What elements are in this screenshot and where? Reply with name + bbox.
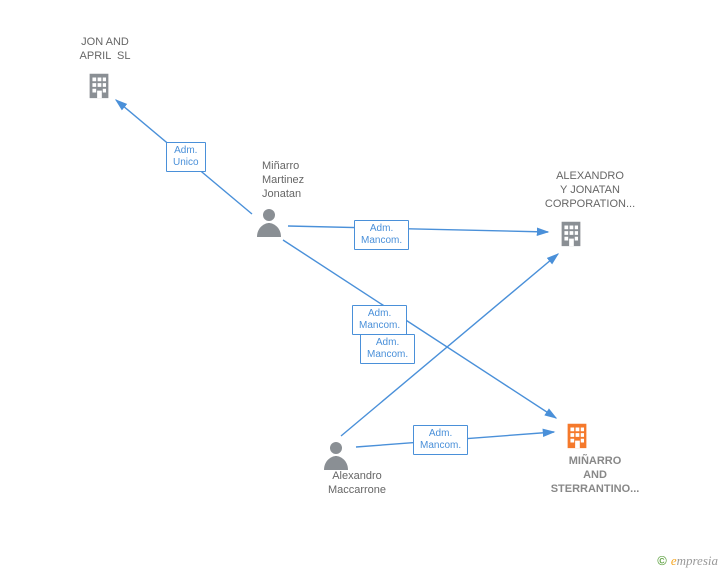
edge-label: Adm. Mancom. xyxy=(352,305,407,335)
edge-line xyxy=(283,240,556,418)
node-label-text: MIÑARRO AND STERRANTINO... xyxy=(551,455,640,495)
node-label-text: ALEXANDRO Y JONATAN CORPORATION... xyxy=(545,170,635,210)
edge-label-text: Adm. Unico xyxy=(173,145,199,168)
copyright-symbol: © xyxy=(657,553,667,568)
node-label-person: Alexandro Maccarrone xyxy=(297,470,417,498)
edge-label: Adm. Unico xyxy=(166,142,206,172)
edge-line xyxy=(288,226,548,232)
edge-label-text: Adm. Mancom. xyxy=(367,337,408,360)
diagram-canvas: Adm. Unico Adm. Mancom. Adm. Mancom. Adm… xyxy=(0,0,728,575)
node-label-company-highlight: MIÑARRO AND STERRANTINO... xyxy=(510,455,680,496)
node-label-company: ALEXANDRO Y JONATAN CORPORATION... xyxy=(510,170,670,211)
building-icon xyxy=(556,218,586,253)
node-label-company: JON AND APRIL SL xyxy=(60,36,150,64)
edge-label-text: Adm. Mancom. xyxy=(420,428,461,451)
edge-label-text: Adm. Mancom. xyxy=(361,223,402,246)
edge-label: Adm. Mancom. xyxy=(360,334,415,364)
node-label-text: JON AND APRIL SL xyxy=(80,36,131,62)
node-label-person: Miñarro Martinez Jonatan xyxy=(262,160,362,201)
edge-label-text: Adm. Mancom. xyxy=(359,308,400,331)
building-icon xyxy=(562,420,592,455)
edge-label: Adm. Mancom. xyxy=(354,220,409,250)
edge-label: Adm. Mancom. xyxy=(413,425,468,455)
person-icon xyxy=(320,438,352,475)
person-icon xyxy=(253,205,285,242)
building-icon xyxy=(84,70,114,105)
brand-rest: mpresia xyxy=(677,553,718,568)
node-label-text: Miñarro Martinez Jonatan xyxy=(262,160,304,200)
footer-attribution: ©empresia xyxy=(657,553,718,569)
